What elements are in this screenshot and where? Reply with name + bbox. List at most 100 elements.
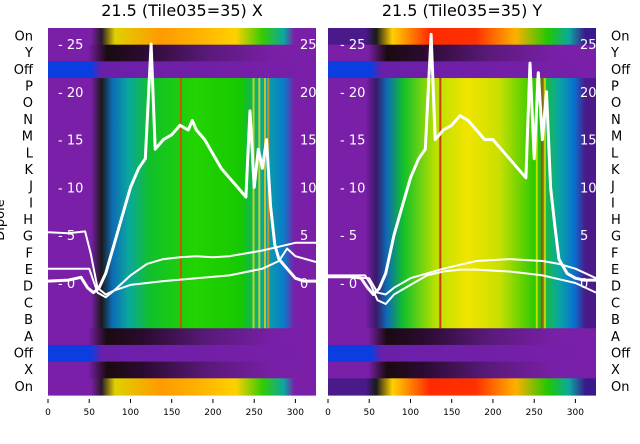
chart-title-y: 21.5 (Tile035=35) Y bbox=[382, 1, 543, 20]
x-tick-label: 0 bbox=[45, 408, 51, 418]
overlay-tick-label: - 15 bbox=[58, 134, 83, 149]
overlay-tick-label: 15 bbox=[580, 134, 597, 149]
rfi-stripe bbox=[544, 78, 546, 329]
heatmap-row bbox=[48, 178, 316, 196]
row-label: On bbox=[611, 30, 629, 45]
heatmap-row bbox=[48, 194, 316, 213]
overlay-tick-label: 0 bbox=[580, 277, 588, 292]
x-tick-label: 50 bbox=[363, 408, 375, 418]
heatmap-row bbox=[328, 378, 596, 396]
heatmap-row bbox=[328, 361, 596, 379]
heatmap-row bbox=[328, 344, 596, 363]
row-label: G bbox=[611, 230, 621, 245]
row-label: On bbox=[15, 380, 33, 395]
overlay-tick-label: - 25 bbox=[58, 38, 83, 53]
heatmap-row bbox=[328, 144, 596, 163]
row-label: P bbox=[25, 80, 33, 95]
x-tick-label: 300 bbox=[567, 408, 584, 418]
chart-title-x: 21.5 (Tile035=35) X bbox=[101, 1, 263, 20]
row-label: X bbox=[611, 363, 620, 378]
heatmap-row bbox=[48, 128, 316, 146]
x-tick-label: 250 bbox=[526, 408, 543, 418]
row-label: G bbox=[23, 230, 33, 245]
x-tick-label: 150 bbox=[443, 408, 460, 418]
heatmap-row bbox=[48, 361, 316, 379]
row-label: H bbox=[611, 213, 621, 228]
rfi-stripe bbox=[179, 78, 182, 329]
heatmap-row bbox=[48, 344, 316, 363]
overlay-tick-label: 10 bbox=[580, 181, 597, 196]
x-tick-label: 200 bbox=[204, 408, 221, 418]
heatmap-row bbox=[328, 128, 596, 146]
overlay-series-line bbox=[48, 247, 317, 299]
heatmap-row bbox=[48, 311, 316, 329]
row-label: B bbox=[611, 313, 620, 328]
row-label: O bbox=[611, 96, 621, 111]
heatmap-row bbox=[48, 294, 316, 313]
overlay-tick-label: 10 bbox=[300, 181, 317, 196]
x-tick-label: 250 bbox=[246, 408, 263, 418]
row-label: L bbox=[26, 146, 34, 161]
overlay-tick-label: 0 bbox=[300, 277, 308, 292]
heatmap-row bbox=[328, 328, 596, 346]
x-tick-label: 100 bbox=[122, 408, 139, 418]
x-axis-ticks: 0 50 100 150 200 250 300 0 50 100 150 200 250 300 bbox=[45, 399, 584, 418]
heatmap-row bbox=[48, 261, 316, 279]
overlay-series-line bbox=[328, 258, 597, 296]
overlay-tick-label: 25 bbox=[300, 38, 317, 53]
row-label: X bbox=[24, 363, 33, 378]
row-label: C bbox=[24, 296, 33, 311]
overlay-tick-label: - 10 bbox=[58, 181, 83, 196]
heatmap-row bbox=[328, 194, 596, 213]
rfi-stripe bbox=[258, 78, 261, 329]
row-label: L bbox=[611, 146, 619, 161]
rfi-stripe bbox=[540, 78, 543, 329]
overlay-tick-label: - 5 bbox=[58, 229, 75, 244]
row-label: Off bbox=[611, 63, 631, 78]
overlay-tick-label: 5 bbox=[580, 229, 588, 244]
row-label: Off bbox=[14, 63, 34, 78]
rfi-stripe bbox=[267, 78, 270, 329]
row-label: K bbox=[611, 163, 620, 178]
rfi-stripe bbox=[439, 78, 442, 329]
overlay-tick-label: 20 bbox=[300, 86, 317, 101]
heatmap-row bbox=[48, 44, 316, 62]
row-label: M bbox=[611, 130, 622, 145]
heatmap-row bbox=[48, 211, 316, 229]
heatmap-row bbox=[328, 44, 596, 62]
row-label: J bbox=[610, 180, 615, 195]
rfi-stripe bbox=[264, 78, 266, 329]
rfi-stripe bbox=[252, 78, 255, 329]
row-label: Y bbox=[24, 46, 33, 61]
row-label: E bbox=[25, 263, 33, 278]
overlay-tick-label: - 25 bbox=[340, 38, 365, 53]
heatmap-row bbox=[328, 244, 596, 263]
heatmap-row bbox=[48, 161, 316, 179]
overlay-series-line bbox=[328, 268, 597, 305]
row-label: O bbox=[23, 96, 33, 111]
row-label: C bbox=[611, 296, 620, 311]
x-tick-label: 50 bbox=[83, 408, 95, 418]
overlay-series-line bbox=[328, 32, 596, 296]
row-label: On bbox=[611, 380, 629, 395]
heatmap-row bbox=[48, 144, 316, 163]
heatmap-row bbox=[48, 78, 316, 96]
row-label: H bbox=[23, 213, 33, 228]
heatmap-row bbox=[328, 211, 596, 229]
row-label: F bbox=[611, 246, 618, 261]
row-label: K bbox=[24, 163, 33, 178]
rfi-stripe bbox=[535, 78, 538, 329]
row-label: D bbox=[611, 280, 621, 295]
row-label: Off bbox=[14, 347, 34, 362]
heatmap-row bbox=[48, 328, 316, 346]
overlay-tick-label: - 0 bbox=[340, 277, 357, 292]
row-label: F bbox=[26, 246, 33, 261]
row-label: M bbox=[22, 130, 33, 145]
row-label: I bbox=[29, 196, 33, 211]
heatmap-row bbox=[48, 244, 316, 263]
row-label: D bbox=[23, 280, 33, 295]
row-label: N bbox=[23, 113, 33, 128]
